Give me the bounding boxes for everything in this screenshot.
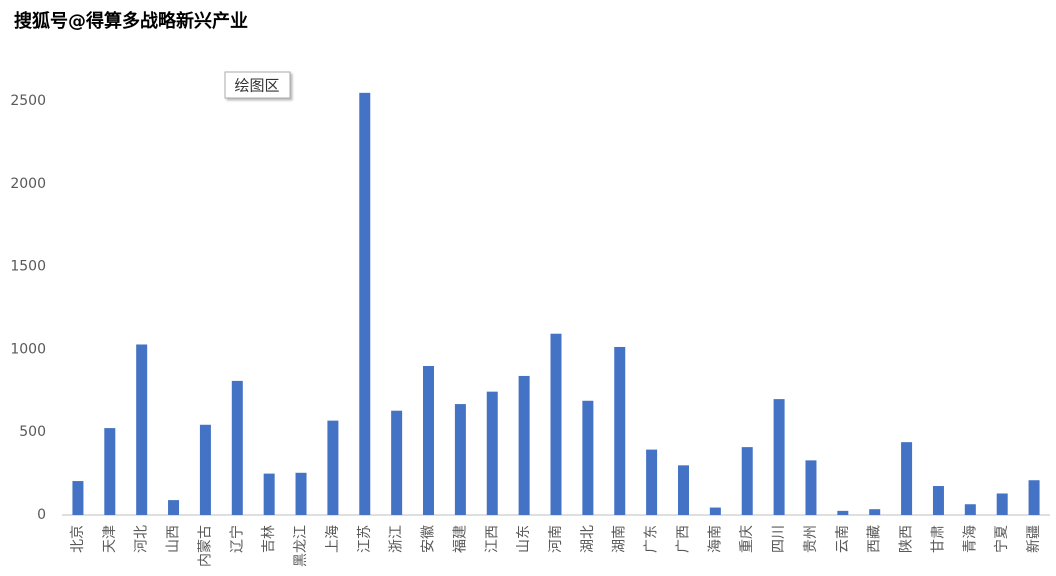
x-tick-label: 重庆 xyxy=(739,525,755,553)
x-tick-label: 湖南 xyxy=(612,525,628,553)
bar xyxy=(199,424,211,515)
tooltip-box xyxy=(224,71,291,99)
bar xyxy=(932,486,944,515)
bar xyxy=(391,410,403,515)
y-tick-label: 2000 xyxy=(10,176,46,192)
x-tick-label: 浙江 xyxy=(389,525,405,553)
x-tick-label: 福建 xyxy=(452,525,468,553)
x-tick-label: 广西 xyxy=(675,525,691,553)
x-tick-label: 新疆 xyxy=(1026,525,1042,553)
bar xyxy=(614,346,626,515)
bar xyxy=(837,510,849,515)
bar xyxy=(231,380,243,515)
bar xyxy=(295,472,307,515)
x-tick-label: 湖北 xyxy=(580,525,596,553)
bar xyxy=(677,465,689,515)
chart-title: 搜狐号@得算多战略新兴产业 xyxy=(14,10,248,32)
y-tick-label: 1000 xyxy=(10,341,46,357)
bar xyxy=(72,481,84,515)
bar xyxy=(359,92,371,515)
x-tick-label: 陕西 xyxy=(899,525,915,553)
x-tick-label: 辽宁 xyxy=(228,525,245,553)
tooltip: 绘图区 xyxy=(224,71,291,99)
x-tick-label: 上海 xyxy=(325,525,341,553)
x-tick-label: 贵州 xyxy=(803,525,819,553)
bar xyxy=(168,500,180,515)
bar xyxy=(327,420,339,515)
x-tick-label: 江西 xyxy=(484,525,500,553)
x-tick-label: 四川 xyxy=(771,525,787,553)
x-tick-label: 内蒙古 xyxy=(197,525,213,567)
bar xyxy=(454,404,466,515)
bar xyxy=(646,449,658,515)
x-tick-label: 甘肃 xyxy=(930,525,946,553)
y-tick-label: 0 xyxy=(37,507,46,523)
bar xyxy=(964,504,976,515)
bar xyxy=(550,333,562,515)
bar xyxy=(709,507,721,515)
bar xyxy=(901,442,913,515)
bar xyxy=(518,375,530,515)
bar xyxy=(423,366,435,515)
x-tick-label: 广东 xyxy=(644,525,660,553)
x-tick-label: 西藏 xyxy=(867,525,883,553)
x-tick-label: 黑龙江 xyxy=(293,525,309,567)
x-tick-label: 青海 xyxy=(962,525,978,553)
bar xyxy=(741,447,753,515)
bar xyxy=(263,473,275,515)
x-tick-label: 河北 xyxy=(134,525,150,553)
bar xyxy=(136,344,148,515)
bar xyxy=(104,428,116,515)
x-tick-label: 河南 xyxy=(548,525,564,553)
y-tick-label: 1500 xyxy=(10,259,46,275)
bar xyxy=(486,391,498,515)
bar xyxy=(869,509,881,515)
x-tick-label: 云南 xyxy=(835,525,851,553)
x-tick-label: 天津 xyxy=(102,525,118,553)
x-tick-label: 宁夏 xyxy=(993,525,1010,553)
x-tick-label: 山东 xyxy=(516,525,532,553)
y-tick-label: 500 xyxy=(19,424,46,440)
bar xyxy=(805,460,817,515)
x-tick-label: 山西 xyxy=(166,525,182,553)
bar xyxy=(582,400,594,515)
bar xyxy=(996,493,1008,515)
y-tick-label: 2500 xyxy=(10,93,46,109)
x-tick-label: 吉林 xyxy=(261,525,277,553)
annotation: 绘图区 xyxy=(234,77,279,95)
x-tick-label: 北京 xyxy=(70,525,86,553)
bar xyxy=(773,399,785,515)
x-tick-label: 海南 xyxy=(707,525,723,553)
x-tick-label: 安徽 xyxy=(421,525,437,553)
x-tick-label: 江苏 xyxy=(357,525,373,553)
bar xyxy=(1028,480,1040,515)
